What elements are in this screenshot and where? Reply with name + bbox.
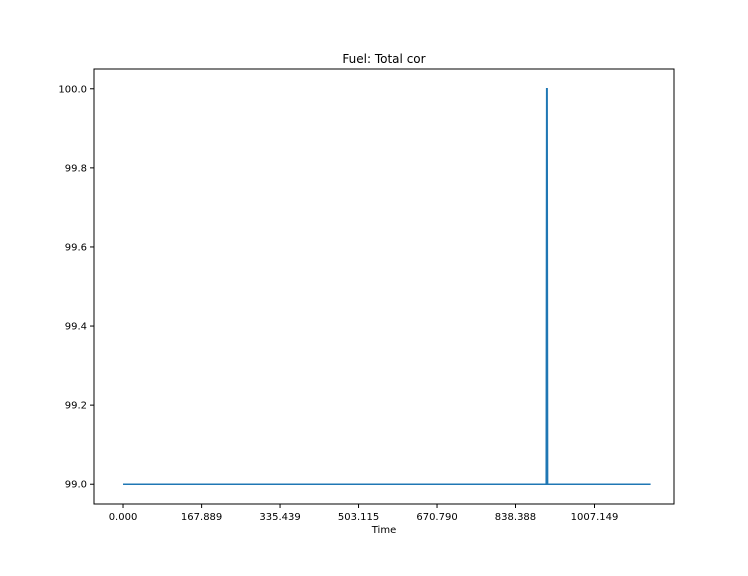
x-tick-label: 838.388 xyxy=(495,512,536,523)
x-tick-label: 670.790 xyxy=(416,512,457,523)
y-axis: 99.0 99.2 99.4 99.6 99.8 100.0 xyxy=(58,84,94,491)
chart-title: Fuel: Total cor xyxy=(342,52,425,66)
x-tick-label: 167.889 xyxy=(181,512,222,523)
y-tick-label: 99.0 xyxy=(65,480,87,491)
y-tick-label: 100.0 xyxy=(58,84,87,95)
y-tick-label: 99.8 xyxy=(65,163,87,174)
x-tick-label: 503.115 xyxy=(338,512,379,523)
x-axis: 0.000 167.889 335.439 503.115 670.790 838.388… xyxy=(109,504,619,523)
series-line-0 xyxy=(123,88,651,485)
y-tick-label: 99.6 xyxy=(65,242,87,253)
x-axis-label: Time xyxy=(371,525,396,536)
series-layer xyxy=(123,88,651,485)
x-tick-label: 1007.149 xyxy=(571,512,619,523)
y-tick-label: 99.2 xyxy=(65,401,87,412)
x-tick-label: 0.000 xyxy=(109,512,138,523)
plot-frame xyxy=(93,68,675,505)
y-tick-label: 99.4 xyxy=(65,322,87,333)
x-tick-label: 335.439 xyxy=(259,512,300,523)
